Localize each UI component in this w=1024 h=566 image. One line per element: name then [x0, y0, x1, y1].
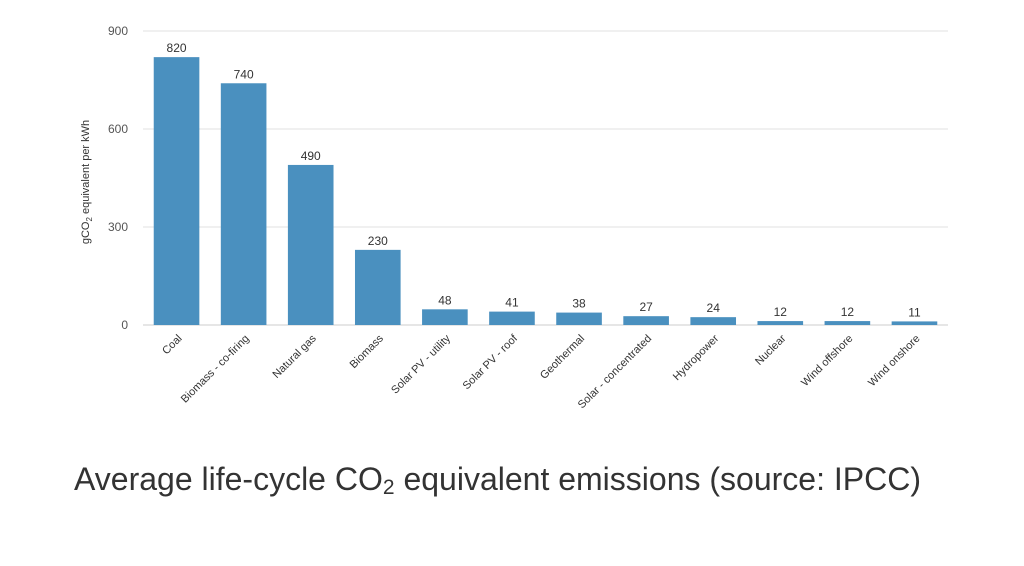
- bar-value-label: 12: [774, 305, 788, 319]
- category-label: Nuclear: [753, 332, 789, 368]
- category-label: Biomass: [348, 332, 387, 371]
- y-tick-label: 0: [121, 318, 128, 332]
- category-label: Coal: [160, 333, 184, 357]
- category-label: Natural gas: [271, 332, 320, 381]
- bar-value-label: 48: [438, 293, 452, 307]
- category-label: Geothermal: [538, 333, 587, 382]
- bar-value-label: 230: [368, 234, 388, 248]
- chart-caption: Average life-cycle CO2 equivalent emissi…: [74, 455, 954, 503]
- bar-value-label: 490: [301, 149, 321, 163]
- bar: [354, 249, 401, 325]
- bar-value-label: 11: [908, 305, 921, 319]
- bar-value-label: 27: [639, 300, 653, 314]
- bar-value-label: 740: [234, 67, 254, 81]
- caption-prefix: Average life-cycle CO: [74, 461, 383, 497]
- bar-value-label: 820: [167, 41, 187, 55]
- bar: [220, 83, 267, 326]
- y-axis-ticks: 0 300 600 900: [108, 24, 128, 332]
- category-label: Wind offshore: [799, 333, 855, 389]
- y-tick-label: 600: [108, 122, 128, 136]
- category-label: Solar PV - utility: [389, 332, 453, 396]
- bar-value-label: 41: [505, 296, 519, 310]
- bar-value-label: 24: [707, 301, 721, 315]
- value-labels: 820 740 490 230 48 41 38 27 24 12 12 11: [167, 41, 921, 319]
- y-tick-label: 900: [108, 24, 128, 38]
- bar: [422, 309, 468, 325]
- category-label: Solar - concentrated: [576, 333, 655, 412]
- bars: [153, 57, 938, 326]
- bar-value-label: 38: [572, 297, 586, 311]
- bar: [824, 321, 871, 325]
- bar: [556, 312, 602, 325]
- category-label: Wind onshore: [866, 333, 922, 389]
- y-axis-label: gCO2 equivalent per kWh: [80, 120, 94, 244]
- bar: [891, 321, 938, 325]
- bar: [623, 316, 669, 325]
- bar: [287, 164, 334, 325]
- bar-value-label: 12: [841, 305, 855, 319]
- bar: [757, 321, 804, 325]
- category-label: Solar PV - roof: [461, 332, 521, 392]
- bar: [690, 317, 737, 325]
- caption-subscript: 2: [382, 476, 395, 499]
- caption-suffix: equivalent emissions (source: IPCC): [394, 461, 921, 497]
- bar: [489, 311, 535, 325]
- gridlines: [143, 30, 948, 326]
- y-tick-label: 300: [108, 220, 128, 234]
- category-label: Hydropower: [671, 332, 722, 383]
- bar: [153, 57, 200, 326]
- category-label: Biomass - co-firing: [179, 333, 252, 406]
